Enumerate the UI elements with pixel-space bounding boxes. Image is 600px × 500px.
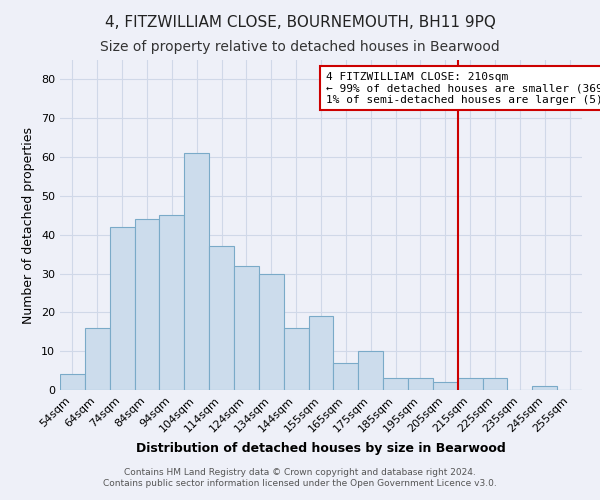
Bar <box>160 216 184 390</box>
Bar <box>209 246 234 390</box>
Bar <box>110 227 134 390</box>
Bar <box>532 386 557 390</box>
Bar <box>60 374 85 390</box>
Bar <box>408 378 433 390</box>
Bar <box>334 363 358 390</box>
Text: 4 FITZWILLIAM CLOSE: 210sqm
← 99% of detached houses are smaller (369)
1% of sem: 4 FITZWILLIAM CLOSE: 210sqm ← 99% of det… <box>326 72 600 105</box>
Bar <box>482 378 508 390</box>
Bar <box>433 382 458 390</box>
Bar <box>234 266 259 390</box>
Bar <box>458 378 482 390</box>
Bar <box>308 316 334 390</box>
Bar <box>85 328 110 390</box>
Bar <box>184 153 209 390</box>
Bar <box>284 328 308 390</box>
Y-axis label: Number of detached properties: Number of detached properties <box>22 126 35 324</box>
Text: Size of property relative to detached houses in Bearwood: Size of property relative to detached ho… <box>100 40 500 54</box>
Bar <box>358 351 383 390</box>
X-axis label: Distribution of detached houses by size in Bearwood: Distribution of detached houses by size … <box>136 442 506 455</box>
Text: Contains HM Land Registry data © Crown copyright and database right 2024.
Contai: Contains HM Land Registry data © Crown c… <box>103 468 497 487</box>
Bar <box>259 274 284 390</box>
Bar <box>383 378 408 390</box>
Text: 4, FITZWILLIAM CLOSE, BOURNEMOUTH, BH11 9PQ: 4, FITZWILLIAM CLOSE, BOURNEMOUTH, BH11 … <box>104 15 496 30</box>
Bar <box>134 219 160 390</box>
